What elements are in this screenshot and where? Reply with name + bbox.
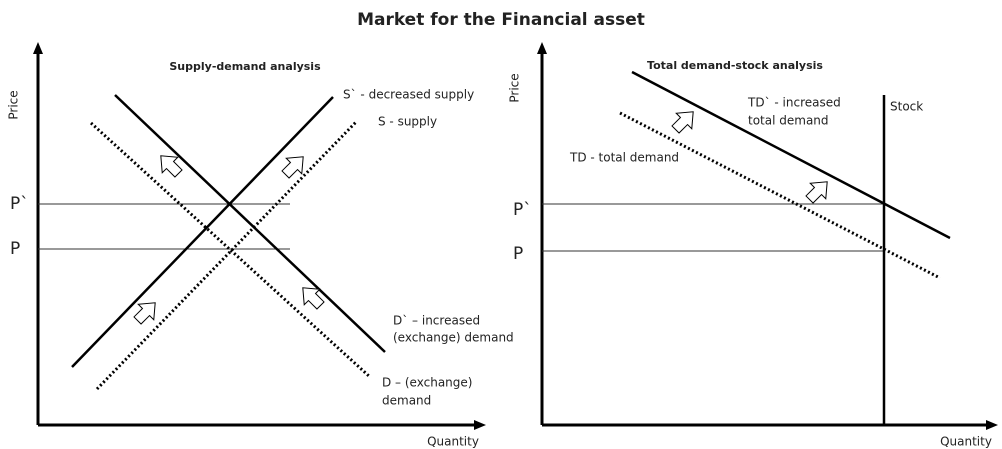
x-label: Quantity [427,435,479,449]
curve-label: S` - decreased supply [343,88,474,102]
curve-label: TD` - increased [747,96,841,110]
shift-arrow [667,103,702,138]
title: Market for the Financial asset [357,10,645,30]
curve-label: S - supply [378,115,437,129]
y-label: Price [7,90,21,119]
x-label: Quantity [940,435,992,449]
curve-label: demand [382,394,431,408]
curve-label: total demand [748,114,829,128]
supply [95,119,359,391]
axis-arrow [986,420,998,430]
axis-arrow [474,420,486,430]
total-demand-prime [631,70,951,240]
shift-arrow [129,294,164,329]
axis-arrow [33,42,43,54]
y-label: Price [508,73,522,102]
price-label: P [513,244,523,264]
curve-label: (exchange) demand [393,331,514,345]
demand [89,121,372,379]
price-label: P` [10,194,29,214]
axis-arrow [537,42,547,54]
left-panel: Price Quantity Supply-demand analysis P`… [7,42,514,449]
price-label: P` [513,200,532,220]
price-label: P [10,239,20,259]
subtitle: Supply-demand analysis [169,60,321,73]
total-demand [619,111,941,280]
shift-arrow [294,279,329,314]
right-panel: Price Quantity Total demand-stock analys… [508,42,998,449]
subtitle: Total demand-stock analysis [647,59,823,72]
shift-arrow [801,173,836,208]
curve-label: D` – increased [393,314,480,328]
stock-label: Stock [890,100,923,114]
supply-prime [71,96,334,368]
demand-prime [114,94,386,353]
shift-arrow [152,147,187,182]
curve-label: TD - total demand [569,151,679,165]
curve-label: D – (exchange) [382,376,472,390]
shift-arrow [277,148,312,183]
